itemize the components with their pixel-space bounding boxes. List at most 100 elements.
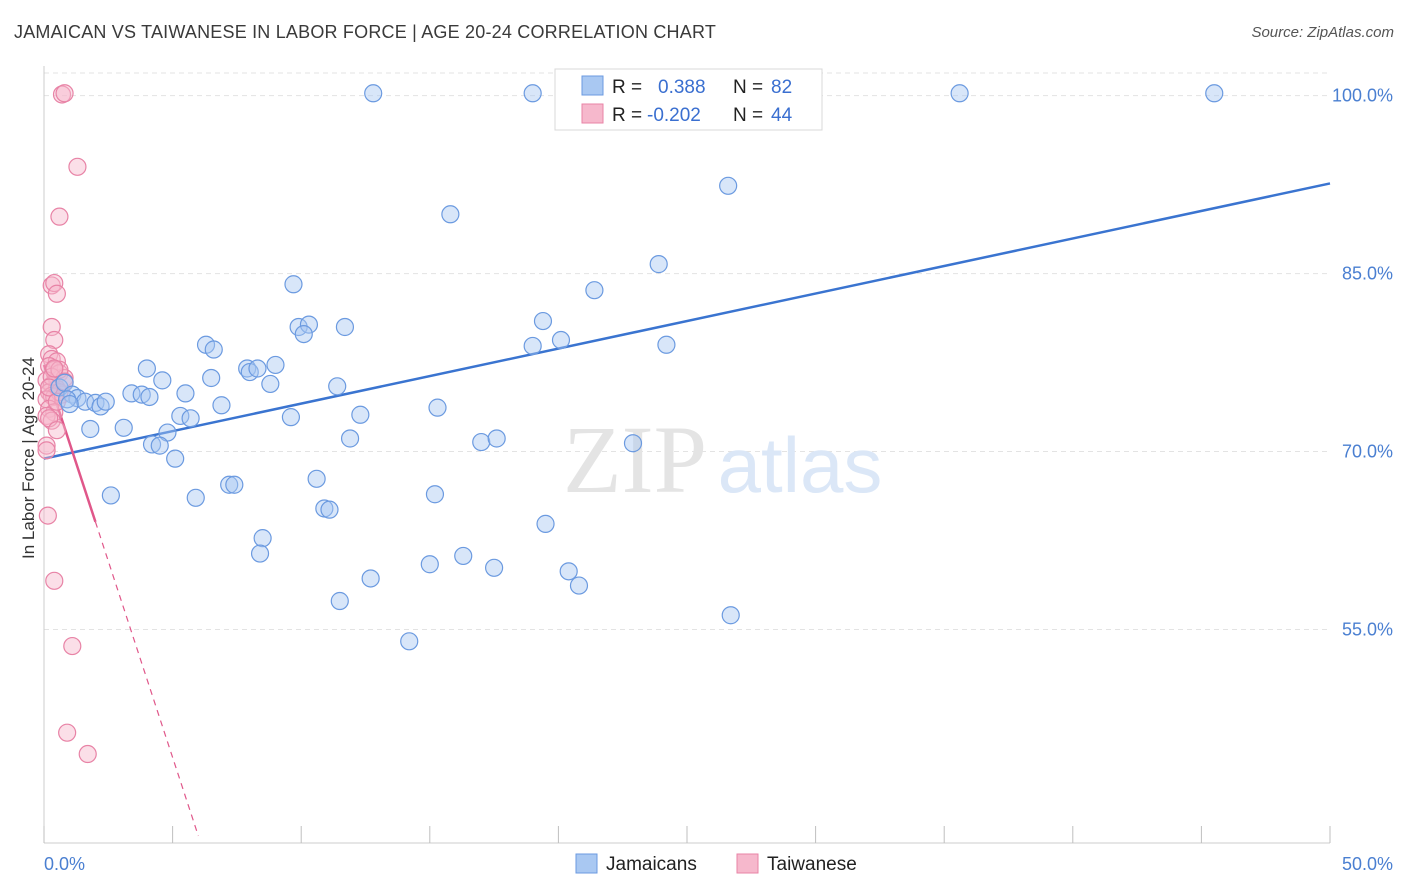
data-point: [454, 546, 473, 566]
bottom-legend-jamaicans: Jamaicans: [606, 854, 697, 875]
data-point: [253, 529, 272, 548]
trend-line-taiwanese-extension: [94, 521, 199, 837]
trend-lines: [42, 182, 1331, 837]
data-point: [50, 207, 69, 226]
data-point: [261, 374, 280, 394]
data-point: [166, 449, 185, 468]
data-point: [45, 571, 64, 590]
data-point: [425, 485, 445, 504]
data-point: [186, 488, 205, 507]
data-point: [137, 359, 156, 378]
data-point: [38, 506, 57, 525]
data-point: [1205, 84, 1224, 103]
data-point: [181, 409, 200, 428]
trend-line-taiwanese: [42, 364, 97, 523]
data-point: [340, 429, 360, 448]
watermark-zip: ZIP: [563, 406, 707, 513]
data-point: [204, 340, 223, 359]
data-point: [320, 500, 339, 519]
data-point: [202, 368, 221, 388]
data-point: [441, 205, 460, 224]
data-point: [47, 284, 66, 303]
data-point: [58, 723, 77, 742]
data-point: [351, 405, 370, 424]
data-point: [114, 418, 133, 437]
data-point: [721, 606, 740, 625]
data-point: [487, 429, 506, 448]
data-point: [307, 469, 326, 488]
data-point: [559, 562, 578, 581]
data-point: [472, 432, 491, 452]
data-point: [45, 359, 64, 378]
data-point: [176, 384, 195, 403]
data-point: [719, 176, 738, 195]
data-point: [266, 355, 285, 375]
data-point: [420, 555, 439, 574]
y-tick-label: 70.0%: [1342, 442, 1393, 462]
data-point: [649, 255, 668, 274]
legend-n-value-taiwanese: 44: [771, 105, 793, 126]
data-point: [153, 371, 172, 390]
legend-r-value-taiwanese: -0.202: [647, 105, 701, 126]
data-point: [299, 315, 319, 334]
data-point: [37, 436, 56, 455]
data-point: [361, 569, 380, 588]
data-point: [428, 398, 447, 417]
y-tick-label: 55.0%: [1342, 619, 1393, 639]
y-tick-label: 100.0%: [1332, 86, 1393, 106]
data-point: [140, 387, 159, 407]
data-point: [523, 84, 542, 103]
trend-line-jamaicans: [43, 182, 1331, 460]
data-point: [220, 475, 239, 494]
data-point: [294, 324, 313, 344]
x-tick-label-end: 50.0%: [1342, 854, 1393, 874]
bottom-legend-swatch-taiwanese: [736, 853, 759, 874]
data-point: [657, 335, 676, 354]
correlation-legend: R = 0.388 N = 82 R = -0.202 N = 44: [554, 68, 823, 131]
watermark-atlas: atlas: [718, 421, 883, 509]
bottom-legend-swatch-jamaicans: [575, 853, 598, 874]
legend-r-label-taiwanese: R =: [612, 105, 642, 126]
data-point: [523, 336, 542, 356]
chart-title: JAMAICAN VS TAIWANESE IN LABOR FORCE | A…: [14, 22, 717, 42]
data-point: [142, 435, 162, 454]
data-point: [45, 330, 64, 350]
data-point: [250, 544, 270, 563]
legend-n-value-jamaicans: 82: [771, 77, 792, 98]
data-point: [248, 359, 267, 378]
legend-r-label-jamaicans: R =: [612, 77, 642, 98]
data-point: [400, 632, 419, 651]
data-point: [569, 576, 589, 595]
data-point: [281, 408, 301, 427]
y-tick-label: 85.0%: [1342, 264, 1393, 284]
data-point: [335, 317, 355, 337]
data-point: [68, 157, 87, 176]
data-point: [101, 486, 120, 505]
data-point: [60, 394, 79, 414]
data-point: [47, 421, 66, 440]
data-point: [37, 441, 56, 460]
bottom-legend-taiwanese: Taiwanese: [767, 854, 857, 875]
data-point: [284, 275, 303, 294]
data-point: [78, 744, 97, 764]
data-point: [81, 419, 100, 439]
data-point: [623, 434, 643, 453]
series-jamaicans: [50, 84, 1224, 651]
data-point: [585, 281, 604, 300]
data-point: [225, 475, 244, 494]
y-axis-title: In Labor Force | Age 20-24: [19, 357, 38, 559]
data-point: [63, 636, 82, 656]
series-legend: Jamaicans Taiwanese: [575, 853, 857, 875]
data-point: [551, 330, 571, 350]
data-point: [212, 396, 231, 415]
legend-swatch-taiwanese: [581, 103, 604, 124]
data-point: [330, 591, 349, 611]
data-point: [42, 411, 61, 430]
data-point: [40, 399, 59, 418]
legend-n-label-taiwanese: N =: [733, 105, 763, 126]
data-point: [485, 558, 504, 577]
legend-r-value-jamaicans: 0.388: [658, 77, 706, 98]
data-point: [45, 273, 64, 293]
data-point: [536, 514, 555, 533]
